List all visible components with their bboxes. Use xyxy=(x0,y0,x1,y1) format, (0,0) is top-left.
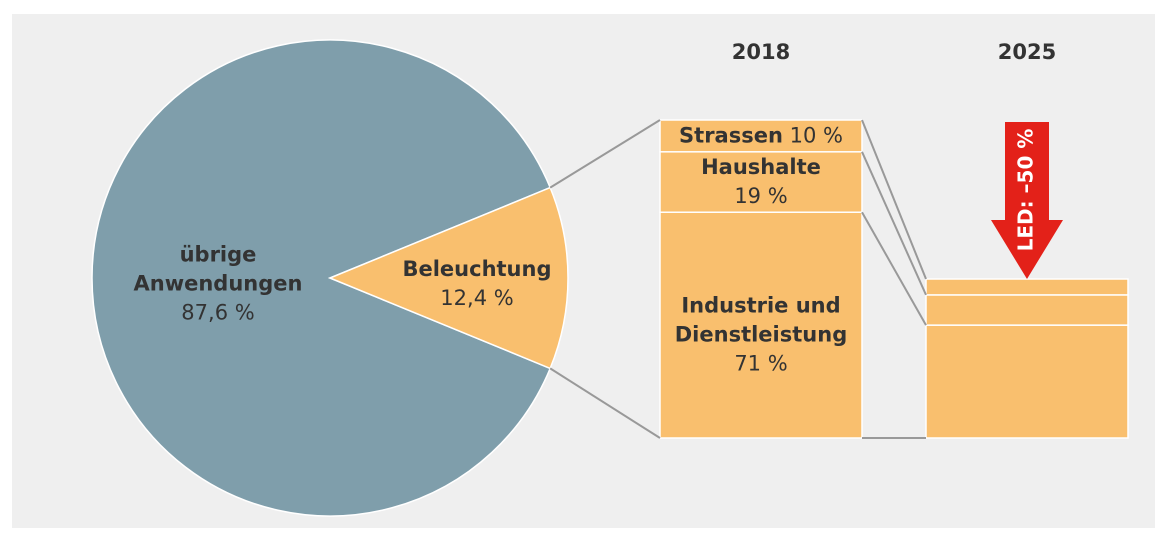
slice-value: 87,6 % xyxy=(181,300,255,325)
connector xyxy=(861,211,927,326)
segment-name: Industrie und Dienstleistung xyxy=(674,293,848,347)
bar-segment xyxy=(925,278,1129,296)
connector xyxy=(549,367,661,439)
bar-segment xyxy=(659,119,863,153)
connector xyxy=(861,119,927,280)
bar-segment xyxy=(659,211,863,439)
connector xyxy=(861,151,927,296)
year-label: 2018 xyxy=(731,40,791,64)
bar-segment xyxy=(925,294,1129,326)
segment-value: 10 % xyxy=(789,123,843,148)
connector xyxy=(549,119,661,189)
bar-segment xyxy=(925,324,1129,439)
bar-segment xyxy=(659,151,863,213)
slice-label: übrige Anwendungen 87,6 % xyxy=(118,241,318,328)
slice-name: Beleuchtung xyxy=(402,257,552,281)
annotation-arrow xyxy=(991,122,1063,279)
annotation: LED: –50 % xyxy=(1014,129,1038,252)
segment-label: Industrie und Dienstleistung 71 % xyxy=(665,292,857,379)
segment-label: Haushalte 19 % xyxy=(665,153,857,211)
segment-label: Strassen 10 % xyxy=(665,121,857,150)
year-label: 2025 xyxy=(997,40,1057,64)
pie-slice xyxy=(328,186,569,370)
slice-label: Beleuchtung 12,4 % xyxy=(387,255,567,313)
pie-slice xyxy=(91,39,552,517)
slice-name: übrige Anwendungen xyxy=(133,242,303,296)
segment-name: Haushalte xyxy=(701,155,821,179)
segment-value: 19 % xyxy=(734,184,788,208)
slice-value: 12,4 % xyxy=(440,286,514,310)
segment-value: 71 % xyxy=(734,351,788,376)
segment-name: Strassen xyxy=(679,123,783,148)
